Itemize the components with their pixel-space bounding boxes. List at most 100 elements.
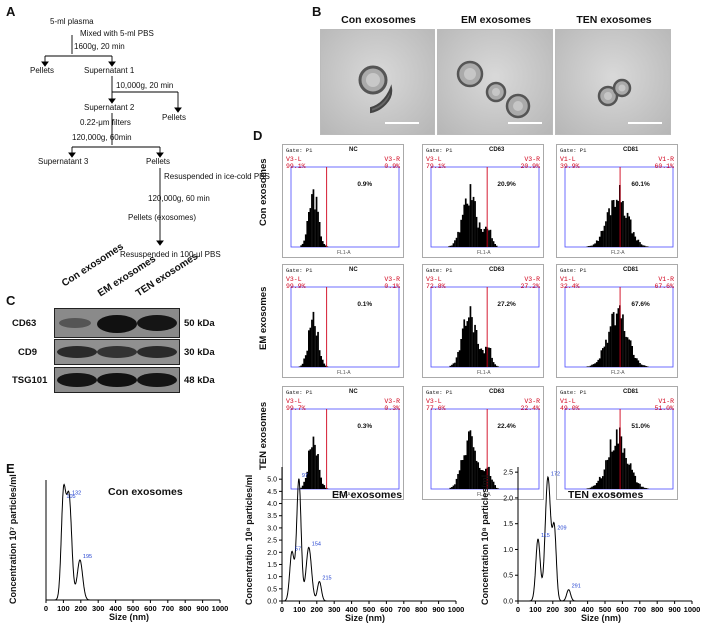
histogram-bar [464, 455, 467, 489]
histogram-bar [594, 243, 596, 247]
histogram-bar [586, 366, 589, 367]
histogram-bar [632, 232, 635, 247]
histogram-bar [300, 245, 302, 247]
y-tick-label: 0.5 [503, 573, 513, 580]
histogram-bar [314, 209, 316, 247]
channel-label: FL1-A [477, 492, 491, 498]
y-tick-label: 2.5 [267, 538, 277, 545]
y-tick-label: 3.0 [267, 525, 277, 532]
histogram-bar [321, 241, 324, 247]
histogram-bar [594, 363, 596, 367]
flow-resusp1: Resuspended in ice-cold PBS [164, 172, 270, 181]
histogram-bar [592, 364, 595, 367]
histogram-bar [495, 487, 498, 489]
histogram-bar [611, 451, 613, 489]
histogram-bar [595, 362, 598, 367]
x-tick-label: 700 [398, 605, 411, 614]
histogram-bar [448, 246, 450, 247]
flow-exo: Pellets (exosomes) [128, 213, 197, 222]
histogram-bar [457, 231, 459, 247]
peak-label: 57 [295, 546, 301, 552]
histogram-bar [324, 245, 327, 247]
histogram-bar [451, 487, 453, 489]
histogram-bar [309, 208, 312, 247]
histogram-bar [454, 240, 456, 247]
histogram-bar [455, 237, 458, 247]
em-title-ten: TEN exosomes [576, 14, 652, 26]
histogram-bar [477, 227, 479, 247]
size-distribution-line [282, 478, 456, 602]
histogram-bar [471, 436, 473, 489]
kda-cd63: 50 kDa [184, 318, 215, 329]
y-tick-label: 2.5 [503, 470, 513, 477]
histogram-bar [460, 339, 462, 367]
x-tick-label: 0 [280, 605, 284, 614]
histogram-bar [312, 189, 315, 247]
histogram-bar [608, 457, 610, 489]
histogram-bar [589, 245, 592, 247]
histogram-bar [309, 327, 312, 367]
x-tick-label: 1000 [448, 605, 464, 614]
histogram-bar [606, 212, 609, 247]
left-quadrant-label: V3-L 99.1% [286, 156, 306, 170]
histogram-bar [315, 196, 318, 247]
histogram-bar [485, 226, 487, 247]
positive-percent: 22.4% [497, 423, 516, 430]
em-image-em [437, 29, 553, 135]
histogram-bar [326, 246, 329, 247]
right-quadrant-label: V3-R 0.9% [384, 156, 400, 170]
plot-frame [290, 166, 400, 248]
scale-bar [385, 122, 419, 124]
blot-tsg101 [54, 367, 180, 393]
histogram-bar [603, 346, 606, 367]
histogram-bar [606, 459, 609, 489]
x-tick-label: 200 [311, 605, 324, 614]
histogram-bar [642, 365, 644, 367]
histogram-bar [312, 436, 315, 489]
histogram-bar [586, 488, 589, 489]
peak-label: 215 [322, 576, 331, 582]
histogram-bar [472, 196, 475, 247]
right-quadrant-label: V3-R 27.2% [520, 276, 540, 290]
histogram-bar [605, 221, 607, 247]
stain-title: NC [349, 147, 358, 153]
kda-tsg101: 48 kDa [184, 375, 215, 386]
x-axis-label: Size (nm) [109, 612, 150, 622]
histogram-bar [623, 448, 626, 489]
histogram-bar [588, 246, 590, 247]
flowchart-arrows [41, 35, 182, 246]
histogram-bar [611, 313, 613, 367]
histogram-bar [314, 326, 316, 367]
gate-label: Gate: P1 [560, 389, 587, 396]
flow-row-label-con: Con exosomes [258, 158, 269, 226]
gate-label: Gate: P1 [286, 267, 313, 274]
histogram-bar [636, 482, 638, 489]
gate-label: Gate: P1 [286, 389, 313, 396]
nta-chart-svg: 0 100 200 300 400 500 600 700 800 900 1000 0.0 0.5 1.… [267, 467, 464, 614]
flow-pellets1: Pellets [30, 66, 55, 75]
x-tick-label: 100 [293, 605, 306, 614]
histogram-bar [636, 240, 638, 247]
histogram-bar [306, 471, 309, 489]
histogram-bar [466, 440, 469, 489]
histogram-bar [451, 245, 453, 247]
histogram-bar [634, 358, 637, 367]
histogram-bar [466, 321, 469, 367]
histogram-bar [464, 325, 467, 367]
histogram-bar [303, 240, 305, 247]
histogram-bar [637, 360, 640, 367]
histogram-bar [608, 208, 610, 247]
histogram-bar [617, 200, 620, 247]
histogram-bar [317, 454, 319, 489]
histogram-bar [631, 469, 633, 489]
histogram-bar [639, 363, 641, 367]
histogram-bar [314, 444, 316, 489]
histogram-bar [321, 483, 324, 489]
flow-panel: Gate: P1 CD81 V1-L 49.0% V1-R 51.0% 51.0% … [556, 386, 678, 500]
histogram [564, 408, 674, 490]
histogram-bar [485, 468, 487, 489]
histogram-bar [491, 357, 493, 367]
histogram-bar [605, 460, 607, 489]
flow-resusp2: Resuspended in 100-μl PBS [120, 250, 221, 259]
